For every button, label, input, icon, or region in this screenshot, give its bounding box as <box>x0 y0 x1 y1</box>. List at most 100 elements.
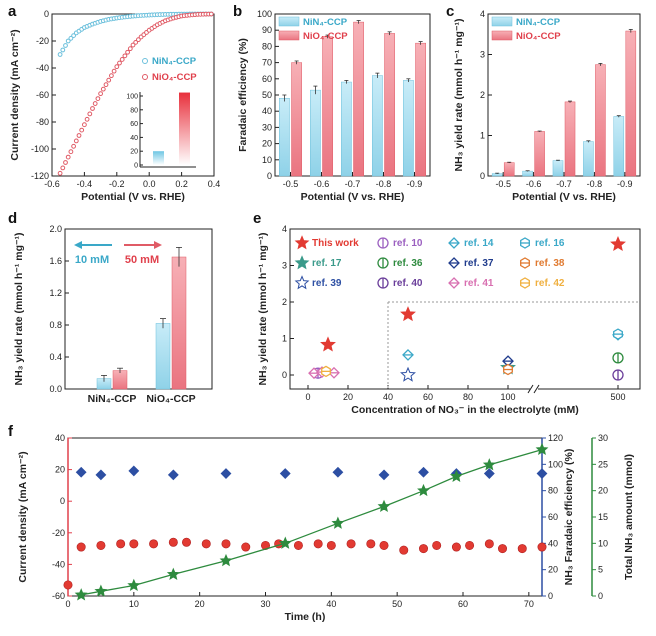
y-axis-label: Faradaic efficiency (%) <box>237 38 249 152</box>
left-tick-label: 40 <box>55 433 65 443</box>
x-axis-label: Time (h) <box>285 611 326 623</box>
nh3-amount-point <box>535 442 549 456</box>
left-tick-label: -40 <box>52 559 65 569</box>
nh3-amount-point <box>331 516 345 529</box>
x-tick-label: -0.5 <box>495 179 511 189</box>
right2-tick-label: 10 <box>598 538 608 548</box>
x-tick-label: 60 <box>458 599 468 609</box>
x-tick-label: -0.5 <box>283 179 299 189</box>
nh3-amount-point <box>449 469 463 482</box>
data-point-ref-42 <box>321 365 331 378</box>
legend-marker <box>142 74 148 80</box>
data-point-NiN4-CCP <box>63 43 68 48</box>
inset-tick-label: 40 <box>130 135 138 142</box>
current-density-point <box>537 542 547 552</box>
x-tick-label: -0.9 <box>617 179 633 189</box>
right1-axis-label: NH₃ Faradaic efficiency (%) <box>563 449 575 586</box>
legend-marker <box>377 237 389 249</box>
left-tick-label: -60 <box>52 591 65 601</box>
y-tick-label: 4 <box>480 9 485 19</box>
x-axis-label: Concentration of NO₃⁻ in the electrolyte… <box>351 404 578 416</box>
y-tick-label: -60 <box>36 90 49 100</box>
current-density-point <box>465 540 475 550</box>
x-tick-label: 30 <box>260 599 270 609</box>
y-tick-label: 3 <box>282 261 287 271</box>
faradaic-efficiency-point <box>378 469 390 481</box>
legend-marker <box>294 235 310 250</box>
data-point-NiO4-CCP <box>76 133 82 138</box>
bar-nin--0.9 <box>403 80 414 177</box>
faradaic-efficiency-point <box>95 469 107 481</box>
y-axis-label: NH₃ yield rate (mmol h⁻¹ mg⁻¹) <box>257 232 269 385</box>
panel-label-b: b <box>233 3 242 20</box>
legend-marker <box>294 255 310 270</box>
right1-tick-label: 120 <box>548 433 563 443</box>
y-tick-label: 90 <box>262 25 272 35</box>
current-density-point <box>451 542 461 552</box>
current-density-point <box>418 544 428 554</box>
data-point-NiO4-CCP <box>71 143 76 149</box>
legend-marker <box>520 277 530 289</box>
legend-label: ref. 16 <box>535 238 565 249</box>
faradaic-efficiency-point <box>483 468 495 479</box>
current-density-point <box>432 540 442 550</box>
data-point-NiO4-CCP <box>125 49 130 55</box>
legend-marker <box>142 58 148 64</box>
inset-bar-nin <box>153 151 164 165</box>
data-point-ref-14 <box>402 349 414 361</box>
annotation-10mM: 10 mM <box>75 254 109 266</box>
data-point-this-work <box>400 306 416 322</box>
current-density-point <box>497 544 507 554</box>
x-tick-label: -0.6 <box>526 179 542 189</box>
data-point-NiO4-CCP <box>130 42 136 48</box>
data-point-NiO4-CCP <box>114 64 120 70</box>
x-category-label: NiN₄-CCP <box>88 393 137 405</box>
plot-frame <box>67 437 543 597</box>
data-point-NiO4-CCP <box>136 37 141 43</box>
faradaic-efficiency-point <box>167 469 179 481</box>
legend-label: ref. 41 <box>464 278 494 289</box>
x-axis-label: Potential (V vs. RHE) <box>301 191 405 203</box>
axis-break-mark <box>533 384 540 394</box>
nh3-amount-point <box>482 458 496 471</box>
data-point-NiN4-CCP <box>60 47 66 53</box>
data-point-NiO4-CCP <box>79 127 85 133</box>
axis-break-mark <box>527 384 534 394</box>
data-point-ref-38 <box>503 363 513 376</box>
current-density-point <box>366 539 376 549</box>
current-density-point <box>293 540 303 550</box>
legend-swatch <box>278 30 300 41</box>
bar-nio-1 <box>171 256 187 390</box>
bar-nio--0.6 <box>322 36 333 177</box>
panel-label-a: a <box>8 3 17 20</box>
x-tick-label: 70 <box>524 599 534 609</box>
current-density-point <box>313 539 323 549</box>
right2-axis-label: Total NH₃ amount (mmol) <box>623 454 635 580</box>
data-point-NiO4-CCP <box>90 106 95 111</box>
current-density-point <box>379 540 389 550</box>
y-tick-label: 2.0 <box>49 224 62 234</box>
inset-tick-label: 100 <box>126 94 138 101</box>
data-point-NiO4-CCP <box>106 77 112 83</box>
x-tick-label: 40 <box>326 599 336 609</box>
nh3-amount-point <box>94 584 108 597</box>
x-tick-label: 80 <box>463 392 473 402</box>
data-point-NiN4-CCP <box>71 33 76 38</box>
plot-frame <box>289 228 641 390</box>
bar-nin--0.7 <box>552 160 564 177</box>
current-density-point <box>63 580 73 590</box>
legend-label: NiO₄-CCP <box>516 31 561 42</box>
legend-label: ref. 38 <box>535 258 565 269</box>
x-tick-label: 10 <box>129 599 139 609</box>
x-tick-label: 0.2 <box>175 179 188 189</box>
x-tick-label: 100 <box>500 392 515 402</box>
data-point-ref-40 <box>612 369 624 381</box>
legend-label: ref. 10 <box>393 238 423 249</box>
legend-marker <box>520 237 530 249</box>
legend-label: ref. 37 <box>464 258 494 269</box>
bar-nio--0.9 <box>625 30 637 177</box>
y-tick-label: -80 <box>36 117 49 127</box>
faradaic-efficiency-point <box>332 466 344 478</box>
